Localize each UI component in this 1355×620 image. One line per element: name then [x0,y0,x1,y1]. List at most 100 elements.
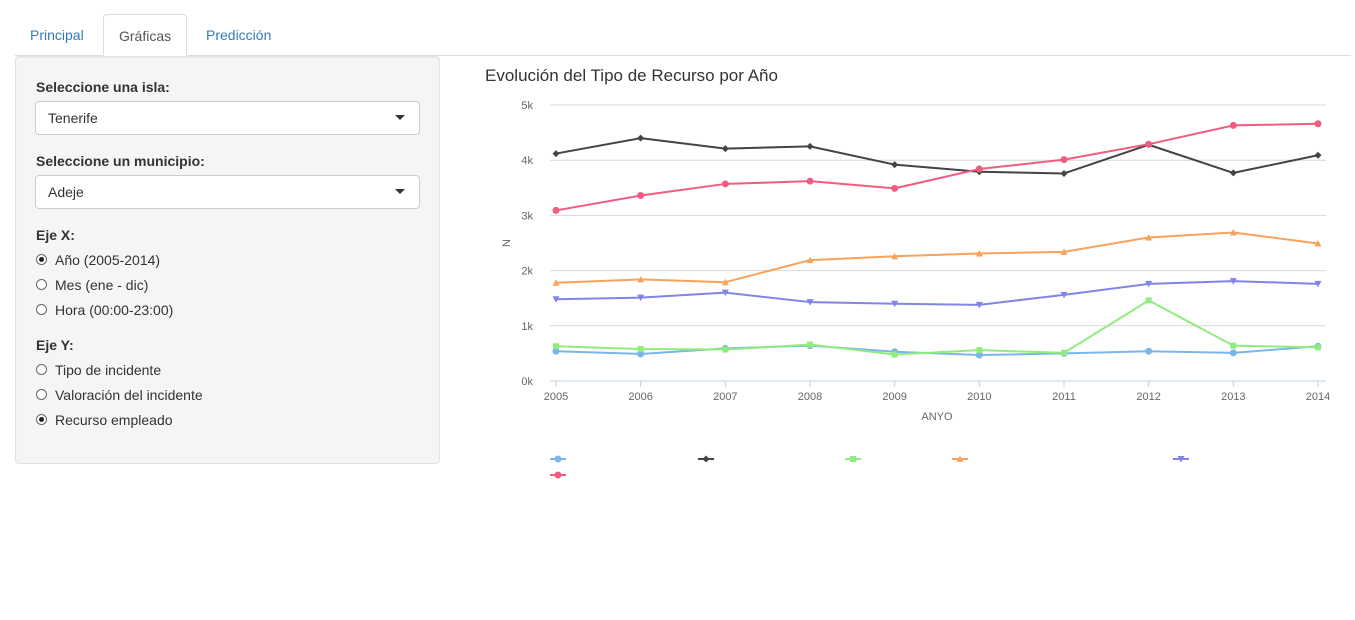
radio-circle [36,414,47,425]
line-chart: 0k 1k 2k 3k 4k 5k 2005 2006 2007 2008 2009 2010 2011… [501,100,1330,479]
x-tick-label: 2009 [882,391,906,403]
data-point [1145,347,1153,355]
radio-circle [36,279,47,290]
data-point [637,134,645,142]
legend-marker [554,471,562,479]
legend-marker [956,455,964,462]
data-point [891,161,899,169]
x-tick-label: 2007 [713,391,737,403]
data-point [806,177,814,185]
data-point [637,350,645,358]
data-point [891,300,899,308]
data-point [1060,156,1068,164]
data-point [1060,291,1068,299]
x-axis-label: Eje X: [36,227,75,243]
data-point [806,299,814,306]
data-point [721,145,729,153]
data-point [891,351,898,358]
tab-graficas[interactable]: Gráficas [103,14,188,56]
data-point [1145,233,1153,241]
tab-principal[interactable]: Principal [30,27,84,43]
data-point [721,289,729,297]
data-point [552,206,560,214]
y-tick-label: 0k [521,376,533,388]
data-point [637,192,645,200]
data-point [1145,297,1152,304]
legend-marker [1177,456,1185,463]
municipio-select-value: Adeje [48,184,84,200]
data-point [807,341,813,348]
series-line-3 [555,231,1319,284]
data-point [891,252,899,260]
chart-title: Evolución del Tipo de Recurso por Año [485,66,778,85]
data-point [975,165,983,173]
chevron-down-icon [395,115,405,120]
y-tick-label: 4k [521,155,533,167]
radio-circle [36,304,47,315]
island-select-value: Tenerife [48,110,98,126]
x-tick-label: 2010 [967,391,991,403]
series-line-4 [555,280,1319,306]
data-point [891,184,899,192]
x-tick-label: 2006 [628,391,652,403]
radio-label: Mes (ene - dic) [55,277,149,293]
data-point [1145,280,1153,288]
y-tick-label: 1k [521,321,533,333]
radio-label: Año (2005-2014) [55,252,161,268]
data-point [1145,140,1153,148]
radio-circle [36,254,47,265]
data-point [1229,349,1237,357]
data-point [553,343,559,350]
data-point [1314,120,1322,128]
tab-prediccion[interactable]: Predicción [206,27,272,43]
data-point [1060,169,1068,177]
series-line-1 [555,137,1319,175]
radio-label: Hora (00:00-23:00) [55,302,174,318]
x-tick-label: 2014 [1306,391,1330,403]
radio-circle [36,389,47,400]
data-point [1229,229,1237,236]
tab-bar: Principal Gráficas Predicción [15,14,1351,56]
data-point [1230,342,1237,349]
y-axis-title: N [501,239,513,247]
series-line-5 [555,122,1319,212]
data-point [806,142,814,150]
data-point [552,279,560,286]
island-select[interactable]: Tenerife [35,101,420,135]
data-point [637,275,645,283]
data-point [1229,121,1237,129]
legend-marker [702,455,710,463]
series-line-0 [555,344,1319,357]
radio-circle [36,364,47,375]
data-point [721,180,729,188]
sidebar-panel: Seleccione una isla: Tenerife Seleccione… [15,56,440,464]
data-point [1315,344,1321,351]
municipio-label: Seleccione un municipio: [36,153,205,169]
data-point [1229,278,1237,285]
data-point [975,351,983,359]
y-tick-label: 2k [521,266,533,278]
data-point [806,256,814,264]
x-tick-label: 2005 [544,391,568,403]
legend-marker [850,456,856,462]
data-point [975,249,983,257]
data-point [722,346,729,353]
data-point [552,296,560,303]
data-point [1229,169,1237,177]
series-line-2 [555,299,1319,356]
data-point [552,347,560,355]
data-point [1314,280,1322,288]
radio-label: Recurso empleado [55,412,173,428]
radio-label: Valoración del incidente [55,387,203,403]
municipio-select[interactable]: Adeje [35,175,420,209]
data-point [1314,151,1322,159]
y-axis-label: Eje Y: [36,337,74,353]
data-point [637,294,645,302]
data-point [1060,248,1068,255]
data-point [552,150,560,158]
legend-marker [554,455,562,463]
x-tick-label: 2012 [1136,391,1160,403]
data-point [1061,349,1067,356]
x-axis-title: ANYO [921,411,953,423]
radio-label: Tipo de incidente [55,362,162,378]
